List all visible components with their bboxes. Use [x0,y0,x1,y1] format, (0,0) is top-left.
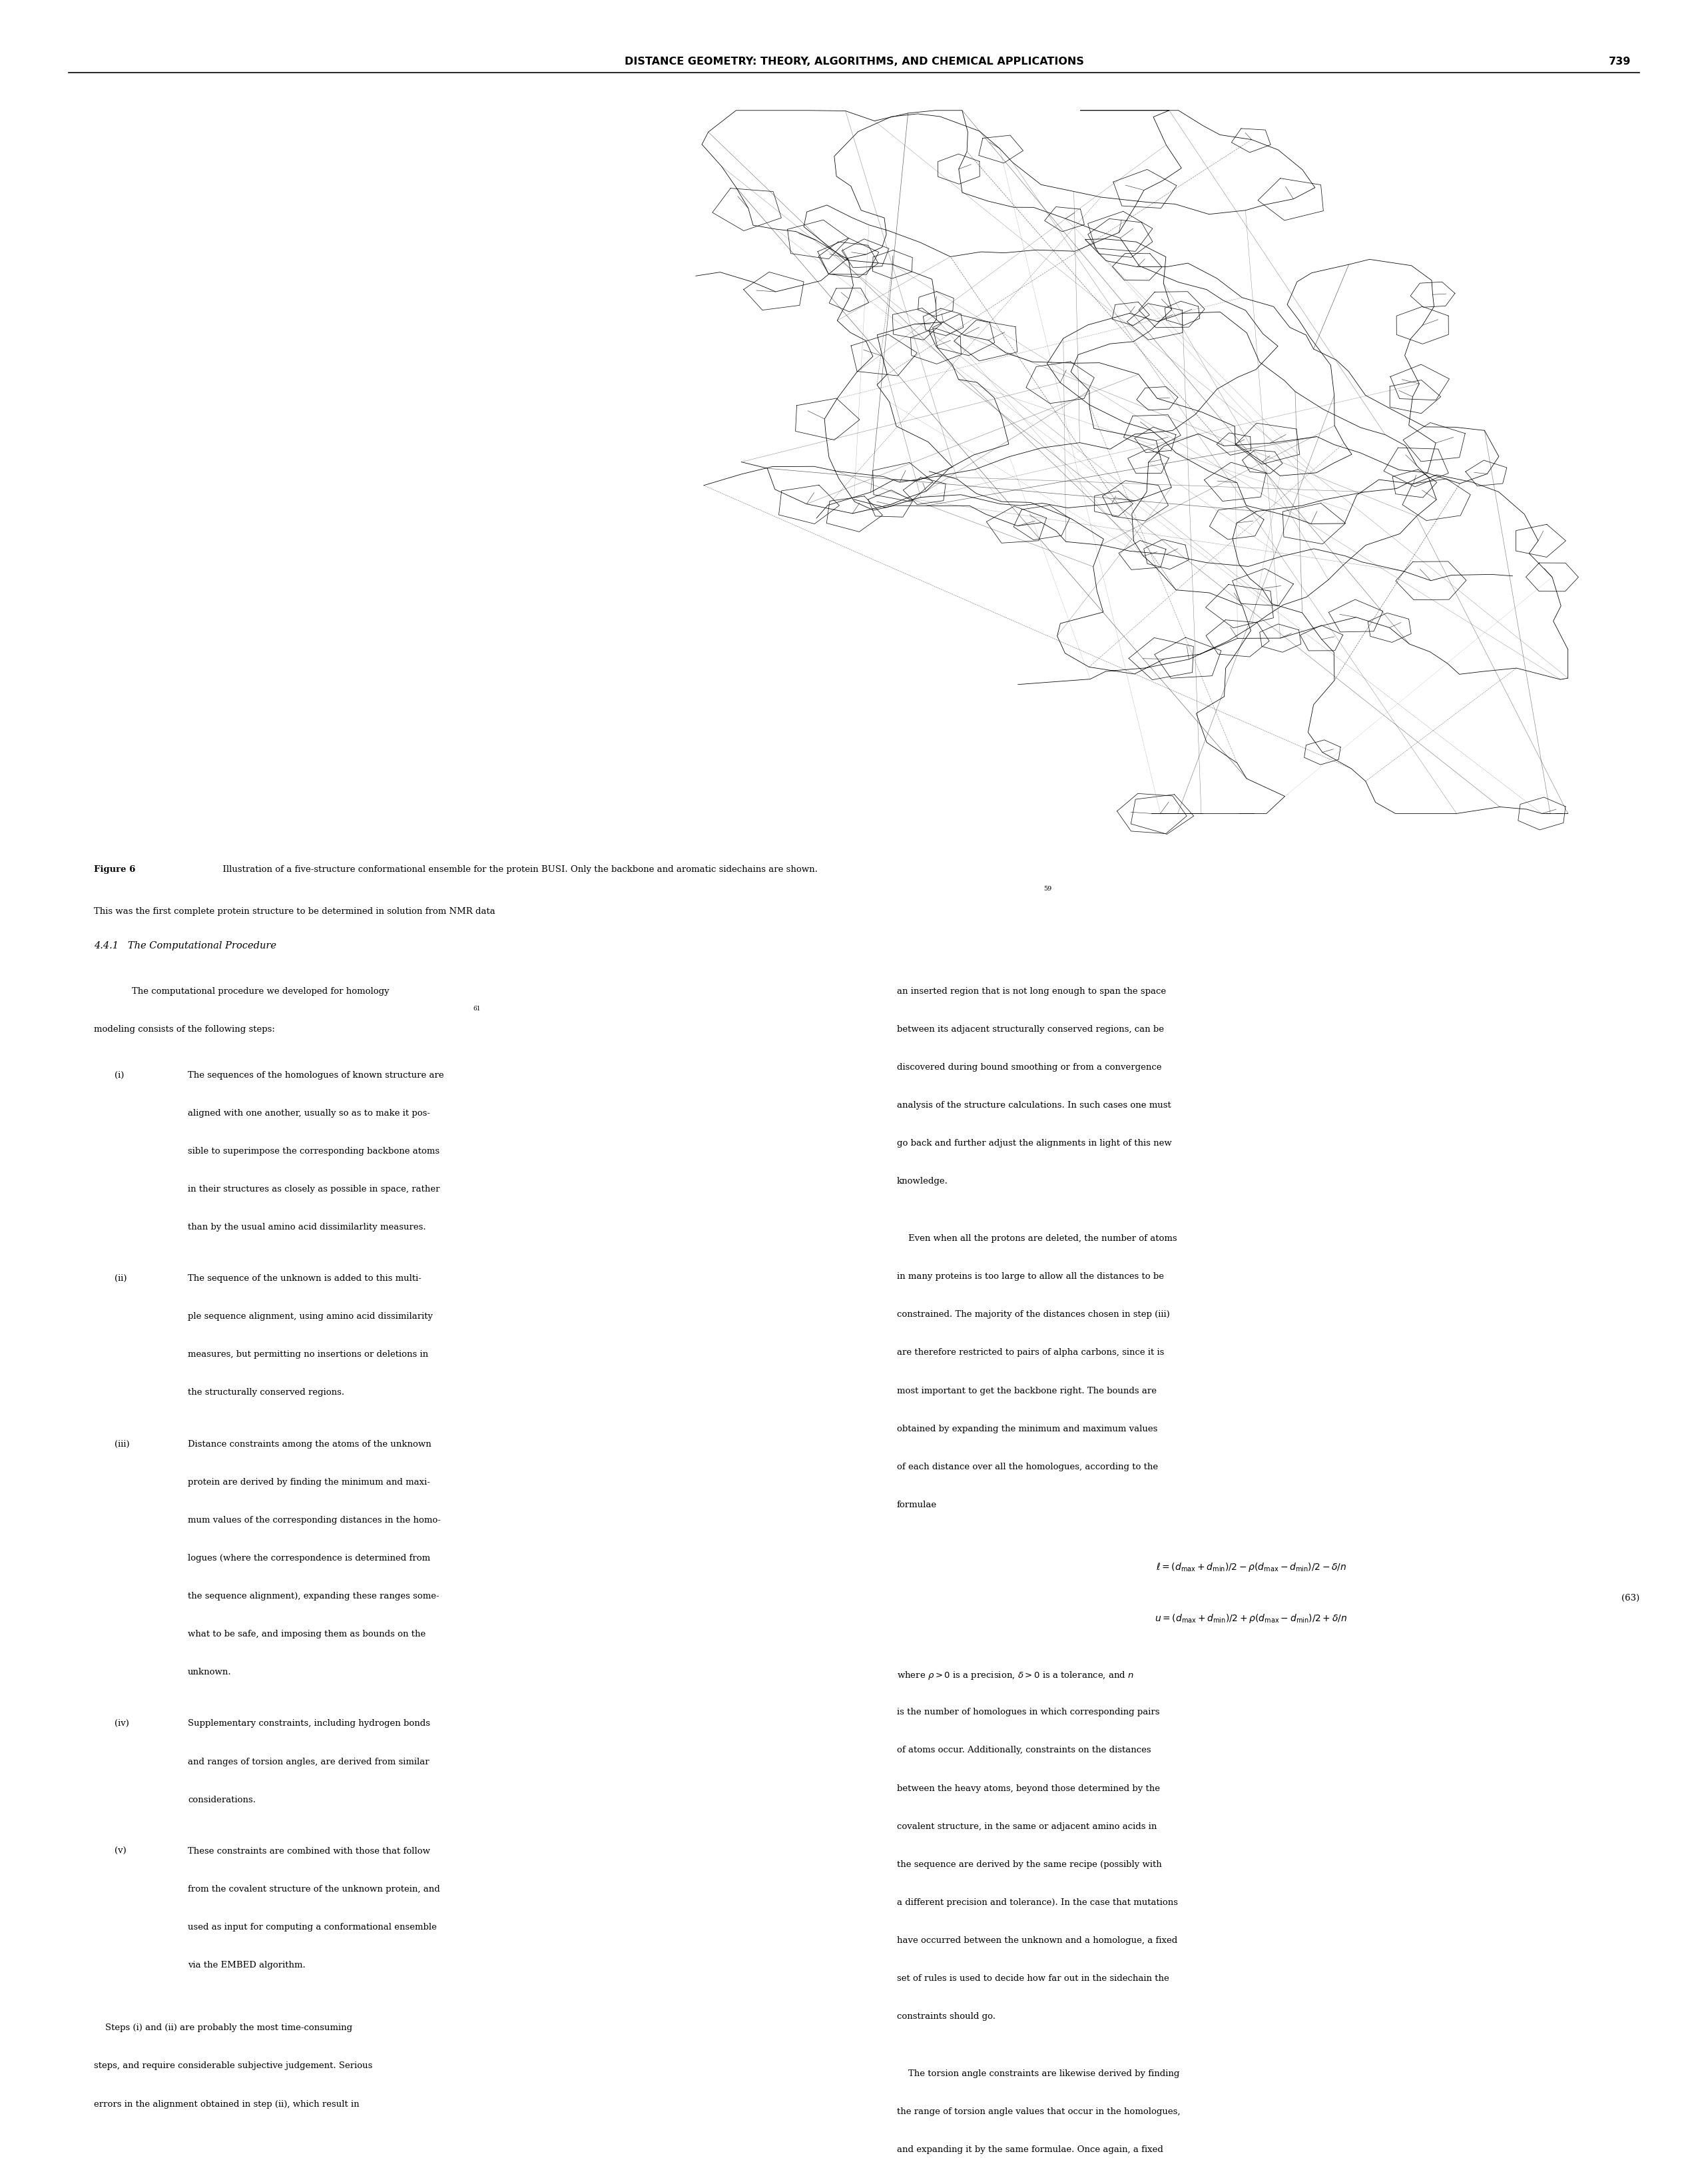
Text: 61: 61 [473,1007,480,1013]
Text: analysis of the structure calculations. In such cases one must: analysis of the structure calculations. … [897,1100,1172,1109]
Text: between its adjacent structurally conserved regions, can be: between its adjacent structurally conser… [897,1024,1163,1033]
Text: 739: 739 [1609,57,1631,65]
Text: (i): (i) [114,1070,125,1078]
Text: the range of torsion angle values that occur in the homologues,: the range of torsion angle values that o… [897,2107,1180,2115]
Text: have occurred between the unknown and a homologue, a fixed: have occurred between the unknown and a … [897,1937,1177,1946]
Text: The torsion angle constraints are likewise derived by finding: The torsion angle constraints are likewi… [897,2070,1179,2078]
Text: (iii): (iii) [114,1439,130,1448]
Text: formulae: formulae [897,1500,936,1509]
Text: the sequence alignment), expanding these ranges some-: the sequence alignment), expanding these… [188,1591,439,1600]
Text: logues (where the correspondence is determined from: logues (where the correspondence is dete… [188,1554,430,1563]
Text: modeling consists of the following steps:: modeling consists of the following steps… [94,1024,275,1033]
Text: (iv): (iv) [114,1720,130,1728]
Text: Even when all the protons are deleted, the number of atoms: Even when all the protons are deleted, t… [897,1235,1177,1244]
Text: The sequence of the unknown is added to this multi-: The sequence of the unknown is added to … [188,1274,422,1283]
Text: $u = (d_{\rm max} + d_{\rm min})/2 + \rho(d_{\rm max} - d_{\rm min})/2 + \delta/: $u = (d_{\rm max} + d_{\rm min})/2 + \rh… [1155,1613,1348,1624]
Text: (ii): (ii) [114,1274,126,1283]
Text: Supplementary constraints, including hydrogen bonds: Supplementary constraints, including hyd… [188,1720,430,1728]
Text: than by the usual amino acid dissimilarlity measures.: than by the usual amino acid dissimilarl… [188,1222,425,1230]
Text: protein are derived by finding the minimum and maxi-: protein are derived by finding the minim… [188,1478,430,1487]
Text: Distance constraints among the atoms of the unknown: Distance constraints among the atoms of … [188,1439,432,1448]
Text: the structurally conserved regions.: the structurally conserved regions. [188,1389,345,1398]
Text: These constraints are combined with those that follow: These constraints are combined with thos… [188,1848,430,1854]
Text: a different precision and tolerance). In the case that mutations: a different precision and tolerance). In… [897,1898,1179,1907]
Text: Illustration of a five-structure conformational ensemble for the protein BUSI. O: Illustration of a five-structure conform… [217,865,818,874]
Text: constraints should go.: constraints should go. [897,2013,996,2022]
Text: between the heavy atoms, beyond those determined by the: between the heavy atoms, beyond those de… [897,1785,1160,1794]
Text: go back and further adjust the alignments in light of this new: go back and further adjust the alignment… [897,1139,1172,1148]
Text: of atoms occur. Additionally, constraints on the distances: of atoms occur. Additionally, constraint… [897,1746,1151,1754]
Text: covalent structure, in the same or adjacent amino acids in: covalent structure, in the same or adjac… [897,1822,1156,1831]
Text: 59: 59 [1044,887,1052,891]
Text: an inserted region that is not long enough to span the space: an inserted region that is not long enou… [897,987,1167,996]
Text: are therefore restricted to pairs of alpha carbons, since it is: are therefore restricted to pairs of alp… [897,1348,1163,1357]
Text: what to be safe, and imposing them as bounds on the: what to be safe, and imposing them as bo… [188,1630,425,1639]
Text: from the covalent structure of the unknown protein, and: from the covalent structure of the unkno… [188,1885,441,1894]
Text: ple sequence alignment, using amino acid dissimilarity: ple sequence alignment, using amino acid… [188,1313,432,1322]
Text: discovered during bound smoothing or from a convergence: discovered during bound smoothing or fro… [897,1063,1161,1072]
Text: the sequence are derived by the same recipe (possibly with: the sequence are derived by the same rec… [897,1861,1161,1870]
Text: and expanding it by the same formulae. Once again, a fixed: and expanding it by the same formulae. O… [897,2146,1163,2154]
Text: errors in the alignment obtained in step (ii), which result in: errors in the alignment obtained in step… [94,2100,359,2109]
Text: unknown.: unknown. [188,1667,232,1676]
Text: obtained by expanding the minimum and maximum values: obtained by expanding the minimum and ma… [897,1424,1158,1433]
Text: considerations.: considerations. [188,1796,256,1804]
Text: steps, and require considerable subjective judgement. Serious: steps, and require considerable subjecti… [94,2061,372,2070]
Text: (63): (63) [1621,1594,1640,1602]
Text: This was the first complete protein structure to be determined in solution from : This was the first complete protein stru… [94,907,495,915]
Text: The computational procedure we developed for homology: The computational procedure we developed… [132,987,389,996]
Text: mum values of the corresponding distances in the homo-: mum values of the corresponding distance… [188,1515,441,1524]
Text: knowledge.: knowledge. [897,1176,948,1185]
Text: aligned with one another, usually so as to make it pos-: aligned with one another, usually so as … [188,1109,430,1117]
Text: used as input for computing a conformational ensemble: used as input for computing a conformati… [188,1924,437,1931]
Text: set of rules is used to decide how far out in the sidechain the: set of rules is used to decide how far o… [897,1974,1168,1983]
Text: most important to get the backbone right. The bounds are: most important to get the backbone right… [897,1387,1156,1396]
Text: The sequences of the homologues of known structure are: The sequences of the homologues of known… [188,1070,444,1078]
Text: measures, but permitting no insertions or deletions in: measures, but permitting no insertions o… [188,1350,429,1359]
Text: and ranges of torsion angles, are derived from similar: and ranges of torsion angles, are derive… [188,1757,429,1765]
Text: sible to superimpose the corresponding backbone atoms: sible to superimpose the corresponding b… [188,1148,439,1154]
Text: 4.4.1   The Computational Procedure: 4.4.1 The Computational Procedure [94,941,277,950]
Text: Steps (i) and (ii) are probably the most time-consuming: Steps (i) and (ii) are probably the most… [94,2024,352,2033]
Text: DISTANCE GEOMETRY: THEORY, ALGORITHMS, AND CHEMICAL APPLICATIONS: DISTANCE GEOMETRY: THEORY, ALGORITHMS, A… [625,57,1083,65]
Text: where $\rho > 0$ is a precision, $\delta > 0$ is a tolerance, and $n$: where $\rho > 0$ is a precision, $\delta… [897,1670,1134,1681]
Text: of each distance over all the homologues, according to the: of each distance over all the homologues… [897,1463,1158,1472]
Text: in their structures as closely as possible in space, rather: in their structures as closely as possib… [188,1185,441,1194]
Text: (v): (v) [114,1848,126,1854]
Text: via the EMBED algorithm.: via the EMBED algorithm. [188,1961,306,1970]
Text: constrained. The majority of the distances chosen in step (iii): constrained. The majority of the distanc… [897,1311,1170,1320]
Text: Figure 6: Figure 6 [94,865,135,874]
Text: is the number of homologues in which corresponding pairs: is the number of homologues in which cor… [897,1709,1160,1717]
Text: in many proteins is too large to allow all the distances to be: in many proteins is too large to allow a… [897,1272,1163,1280]
Text: $\ell = (d_{\rm max} + d_{\rm min})/2 - \rho(d_{\rm max} - d_{\rm min})/2 - \del: $\ell = (d_{\rm max} + d_{\rm min})/2 - … [1156,1561,1346,1574]
